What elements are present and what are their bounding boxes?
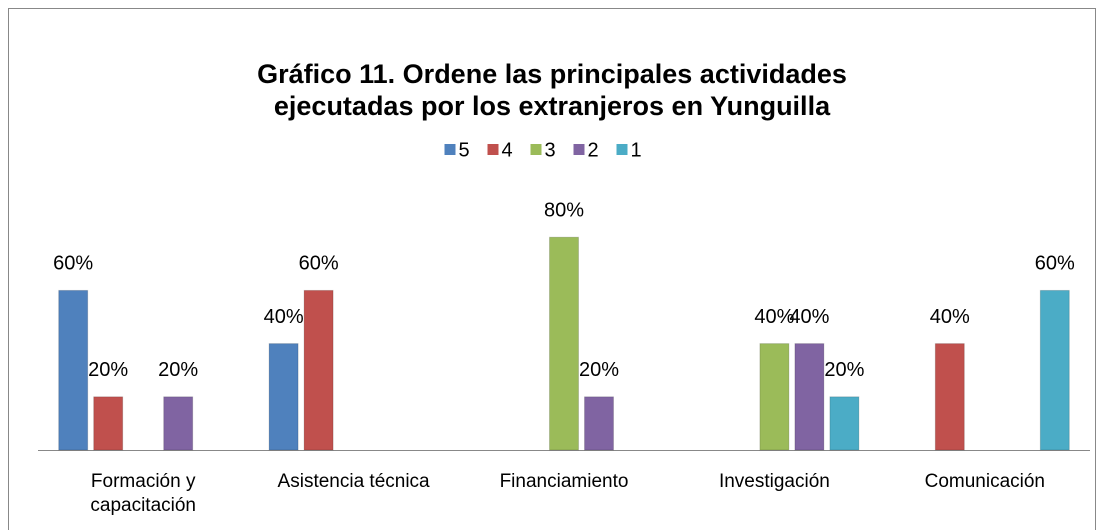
x-tick-label: Formación y capacitación xyxy=(90,471,196,516)
value-label: 80% xyxy=(544,199,584,221)
value-label: 20% xyxy=(824,359,864,381)
value-label: 20% xyxy=(158,359,198,381)
legend-swatch xyxy=(444,144,456,155)
value-label: 20% xyxy=(579,359,619,381)
bar xyxy=(93,396,124,451)
legend-label: 4 xyxy=(502,139,513,161)
legend-label: 5 xyxy=(459,139,470,161)
legend-swatch xyxy=(573,144,585,155)
legend-swatch xyxy=(487,144,499,155)
bar xyxy=(58,289,89,451)
value-label: 60% xyxy=(1035,253,1075,275)
value-label: 60% xyxy=(299,253,339,275)
x-tick-label: Financiamiento xyxy=(499,471,629,492)
bar xyxy=(829,396,860,451)
bar xyxy=(163,396,194,451)
value-label: 40% xyxy=(930,306,970,328)
x-tick-label: Asistencia técnica xyxy=(277,471,430,492)
x-tick-label: Investigación xyxy=(718,471,830,492)
bar xyxy=(303,289,334,451)
bar xyxy=(759,343,790,451)
bar xyxy=(268,343,299,451)
bar xyxy=(1039,289,1070,451)
value-label: 20% xyxy=(88,359,128,381)
chart-title: Gráfico 11. Ordene las principales activ… xyxy=(257,59,847,121)
bar xyxy=(584,396,614,451)
value-label: 40% xyxy=(264,306,304,328)
x-tick-label: Comunicación xyxy=(924,471,1045,492)
legend-label: 2 xyxy=(588,139,599,161)
value-label: 40% xyxy=(754,306,794,328)
legend-label: 3 xyxy=(545,139,556,161)
bar xyxy=(794,343,825,451)
legend-swatch xyxy=(530,144,542,155)
value-label: 60% xyxy=(53,253,93,275)
bar xyxy=(549,236,579,451)
value-label: 40% xyxy=(789,306,829,328)
legend-label: 1 xyxy=(631,139,642,161)
legend-swatch xyxy=(616,144,628,155)
bar xyxy=(934,343,965,451)
